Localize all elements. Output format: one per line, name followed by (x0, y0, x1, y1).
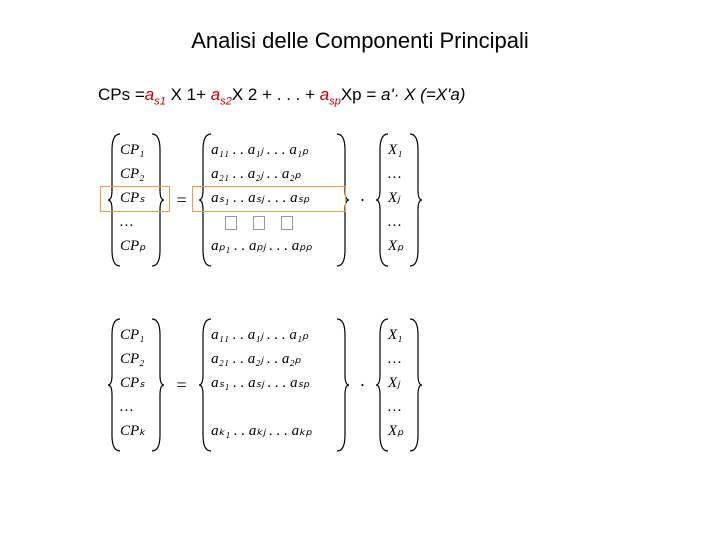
eq-lhs: CPs = (98, 85, 145, 104)
cp-p-rows: CP₁ CP₂ CPₛ … CPₚ (120, 138, 146, 258)
matrix-cell: … (388, 395, 404, 419)
matrix-cell: a₂₁ . . a₂ⱼ . . a₂ₚ (211, 347, 312, 371)
matrix-cell: aₛ₁ . . aₛⱼ . . . aₛₚ (211, 186, 312, 210)
matrix-cell (211, 395, 312, 419)
a-k-rows: a₁₁ . . a₁ⱼ . . . a₁ₚ a₂₁ . . a₂ⱼ . . a₂… (211, 323, 312, 443)
eq-a2: a (211, 85, 220, 104)
dot-sign: · (360, 375, 366, 396)
matrix-cell: Xⱼ (388, 371, 404, 395)
matrix-cell: aₖ₁ . . aₖⱼ . . . aₖₚ (211, 419, 312, 443)
matrix-cell: aₛ₁ . . aₛⱼ . . . aₛₚ (211, 371, 312, 395)
x-vector-1: X₁ … Xⱼ … Xₚ (376, 130, 422, 270)
eq-s2: s2 (220, 95, 232, 107)
matrix-cell: X₁ (388, 138, 404, 162)
matrix-cell: CPₖ (120, 419, 146, 443)
matrix-equation-1: CP₁ CP₂ CPₛ … CPₚ = a₁₁ . . a₁ⱼ . . . a₁… (108, 130, 422, 270)
matrix-cell: Xₚ (388, 419, 404, 443)
placeholder-boxes (225, 216, 293, 230)
matrix-cell: X₁ (388, 323, 404, 347)
eq-s3: sp (329, 95, 341, 107)
slide-title: Analisi delle Componenti Principali (0, 28, 720, 54)
a-matrix-p: a₁₁ . . a₁ⱼ . . . a₁ₚ a₂₁ . . a₂ⱼ . . a₂… (199, 130, 349, 270)
eq-rhs: a'· X (=X'a) (381, 85, 465, 104)
eq-a1: a (145, 85, 154, 104)
a-matrix-k: a₁₁ . . a₁ⱼ . . . a₁ₚ a₂₁ . . a₂ⱼ . . a₂… (199, 315, 349, 455)
placeholder-box (225, 216, 237, 230)
placeholder-box (253, 216, 265, 230)
x-vector-2: X₁ … Xⱼ … Xₚ (376, 315, 422, 455)
matrix-cell: a₁₁ . . a₁ⱼ . . . a₁ₚ (211, 138, 312, 162)
matrix-cell: … (120, 395, 146, 419)
equals-sign: = (176, 375, 186, 396)
matrix-cell: CP₂ (120, 162, 146, 186)
eq-x2: X 2 + . . . + (232, 85, 320, 104)
matrix-cell: … (388, 347, 404, 371)
matrix-cell: CP₁ (120, 138, 146, 162)
eq-a3: a (320, 85, 329, 104)
equation-line: CPs =as1 X 1+ as2X 2 + . . . + aspXp = a… (98, 85, 465, 107)
matrix-cell: a₂₁ . . a₂ⱼ . . a₂ₚ (211, 162, 312, 186)
eq-s1: s1 (154, 95, 166, 107)
x-rows-1: X₁ … Xⱼ … Xₚ (388, 138, 404, 258)
matrix-cell: … (120, 210, 146, 234)
placeholder-box (281, 216, 293, 230)
matrix-cell: aₚ₁ . . aₚⱼ . . . aₚₚ (211, 234, 312, 258)
a-p-rows: a₁₁ . . a₁ⱼ . . . a₁ₚ a₂₁ . . a₂ⱼ . . a₂… (211, 138, 312, 258)
matrix-cell: CP₁ (120, 323, 146, 347)
matrix-cell: CPₛ (120, 371, 146, 395)
x-rows-2: X₁ … Xⱼ … Xₚ (388, 323, 404, 443)
matrix-cell: CPₚ (120, 234, 146, 258)
matrix-cell: … (388, 162, 404, 186)
matrix-cell: Xₚ (388, 234, 404, 258)
matrix-cell: a₁₁ . . a₁ⱼ . . . a₁ₚ (211, 323, 312, 347)
dot-sign: · (360, 190, 366, 211)
matrix-cell: Xⱼ (388, 186, 404, 210)
matrix-cell: … (388, 210, 404, 234)
matrix-cell: CP₂ (120, 347, 146, 371)
equals-sign: = (176, 190, 186, 211)
matrix-equation-2: CP₁ CP₂ CPₛ … CPₖ = a₁₁ . . a₁ⱼ . . . a₁… (108, 315, 422, 455)
cp-vector-k: CP₁ CP₂ CPₛ … CPₖ (108, 315, 164, 455)
eq-xp: Xp = (341, 85, 381, 104)
matrix-cell: CPₛ (120, 186, 146, 210)
eq-x1: X 1+ (166, 85, 211, 104)
cp-k-rows: CP₁ CP₂ CPₛ … CPₖ (120, 323, 146, 443)
cp-vector-p: CP₁ CP₂ CPₛ … CPₚ (108, 130, 164, 270)
